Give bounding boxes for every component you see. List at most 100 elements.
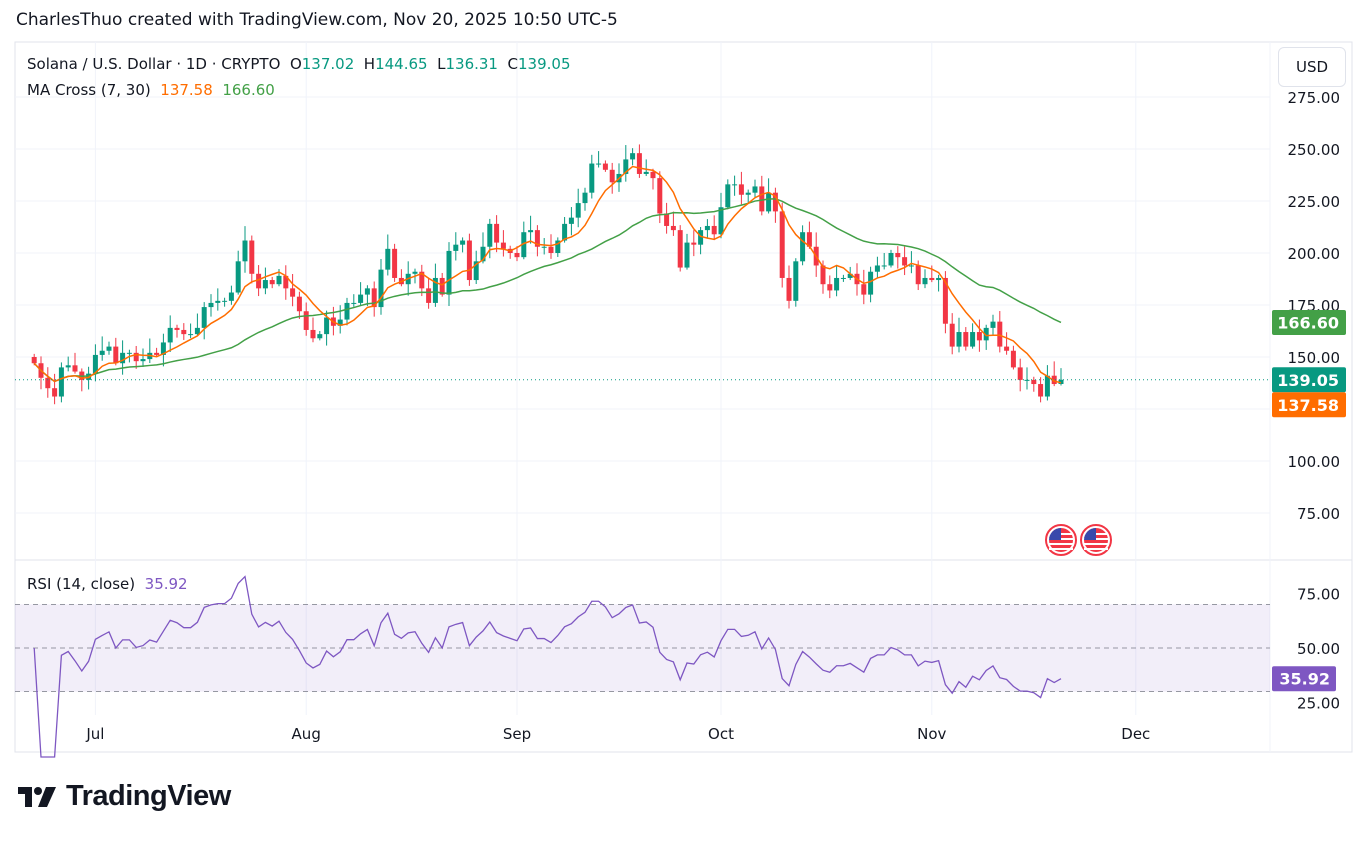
candle-body bbox=[1004, 346, 1010, 351]
candle-body bbox=[208, 302, 214, 308]
candle-body bbox=[45, 377, 51, 389]
candle-body bbox=[140, 359, 146, 362]
close-value: 139.05 bbox=[518, 55, 571, 73]
candle-body bbox=[881, 265, 887, 267]
candle-body bbox=[589, 163, 595, 193]
candle-body bbox=[745, 192, 751, 195]
time-tick-label: Oct bbox=[708, 725, 734, 743]
price-tick-label: 275.00 bbox=[1288, 89, 1341, 107]
ma-slow-price-label: 166.60 bbox=[1277, 313, 1339, 332]
rsi-line bbox=[33, 575, 1062, 758]
candle-body bbox=[834, 277, 840, 291]
open-label: O bbox=[289, 55, 302, 73]
candle-body bbox=[392, 248, 398, 278]
candle-body bbox=[691, 242, 697, 245]
candle-body bbox=[385, 248, 391, 270]
symbol-legend: Solana / U.S. Dollar · 1D · CRYPTO O137.… bbox=[27, 55, 571, 73]
candle-body bbox=[956, 332, 962, 347]
currency-button[interactable]: USD bbox=[1278, 47, 1346, 87]
candle-body bbox=[602, 163, 608, 170]
candle-body bbox=[548, 246, 554, 253]
candle-body bbox=[772, 192, 778, 212]
candle-body bbox=[228, 292, 234, 301]
candle-body bbox=[473, 261, 479, 281]
time-tick-label: Dec bbox=[1121, 725, 1150, 743]
candle-body bbox=[188, 334, 194, 336]
flag-stripe bbox=[1084, 548, 1108, 550]
candle-body bbox=[371, 288, 377, 308]
candle-body bbox=[922, 277, 928, 285]
price-tick-label: 225.00 bbox=[1288, 193, 1341, 211]
candle-body bbox=[936, 277, 942, 281]
symbol-title[interactable]: Solana / U.S. Dollar · 1D · CRYPTO bbox=[27, 55, 281, 73]
time-tick-label: Sep bbox=[503, 725, 531, 743]
candle-body bbox=[235, 261, 241, 293]
candle-body bbox=[1024, 379, 1030, 381]
candle-body bbox=[113, 346, 119, 364]
ma-fast-price-label: 137.58 bbox=[1277, 396, 1339, 415]
ma-title[interactable]: MA Cross (7, 30) bbox=[27, 81, 151, 99]
ma-slow-value: 166.60 bbox=[222, 81, 275, 99]
candle-body bbox=[439, 277, 445, 295]
time-tick-label: Nov bbox=[917, 725, 946, 743]
flag-stripe bbox=[1084, 543, 1108, 545]
candle-body bbox=[752, 186, 758, 193]
candle-body bbox=[92, 354, 98, 374]
candle-body bbox=[874, 265, 880, 272]
candle-body bbox=[983, 327, 989, 341]
flag-canton bbox=[1049, 528, 1061, 540]
candle-body bbox=[317, 334, 323, 339]
us-flag-icon bbox=[1080, 524, 1112, 556]
candle-body bbox=[242, 240, 248, 262]
candle-body bbox=[256, 273, 262, 289]
chart-frame bbox=[14, 41, 1353, 753]
candle-body bbox=[670, 225, 676, 231]
low-label: L bbox=[437, 55, 446, 73]
rsi-value-label-bg bbox=[1272, 666, 1336, 692]
us-flag-icon bbox=[1045, 524, 1077, 556]
candle-body bbox=[908, 265, 914, 267]
candle-body bbox=[568, 217, 574, 224]
price-tick-label: 100.00 bbox=[1288, 453, 1341, 471]
candle-body bbox=[847, 273, 853, 278]
candle-body bbox=[201, 307, 207, 328]
candle-body bbox=[990, 321, 996, 328]
candle-body bbox=[126, 352, 132, 354]
candle-body bbox=[52, 388, 58, 397]
candle-body bbox=[99, 350, 105, 355]
rsi-title[interactable]: RSI (14, close) bbox=[27, 575, 136, 593]
ma-legend: MA Cross (7, 30) 137.58 166.60 bbox=[27, 81, 275, 99]
high-label: H bbox=[363, 55, 376, 73]
candle-body bbox=[541, 246, 547, 248]
candle-body bbox=[800, 232, 806, 262]
candle-body bbox=[677, 230, 683, 268]
candle-body bbox=[888, 253, 894, 266]
close-label: C bbox=[507, 55, 519, 73]
candle-body bbox=[276, 275, 282, 285]
candle-body bbox=[970, 332, 976, 347]
candle-body bbox=[793, 261, 799, 301]
candle-body bbox=[759, 186, 765, 212]
tradingview-logo-icon bbox=[18, 786, 56, 807]
candle-body bbox=[963, 332, 969, 347]
candle-body bbox=[419, 271, 425, 289]
candle-body bbox=[929, 277, 935, 281]
candle-body bbox=[976, 332, 982, 341]
low-value: 136.31 bbox=[445, 55, 498, 73]
candle-body bbox=[521, 232, 527, 258]
candle-body bbox=[806, 232, 812, 247]
candle-body bbox=[344, 302, 350, 320]
candle-body bbox=[609, 169, 615, 183]
rsi-tick-label: 75.00 bbox=[1297, 586, 1340, 604]
close-price-label-bg bbox=[1272, 367, 1346, 393]
candle-body bbox=[446, 250, 452, 295]
flag-canton bbox=[1084, 528, 1096, 540]
rsi-value-label: 35.92 bbox=[1279, 670, 1330, 689]
candle-body bbox=[902, 257, 908, 266]
candle-body bbox=[868, 271, 874, 295]
candle-body bbox=[120, 352, 126, 364]
candle-body bbox=[738, 184, 744, 195]
candle-body bbox=[725, 184, 731, 208]
candle-body bbox=[106, 346, 112, 351]
